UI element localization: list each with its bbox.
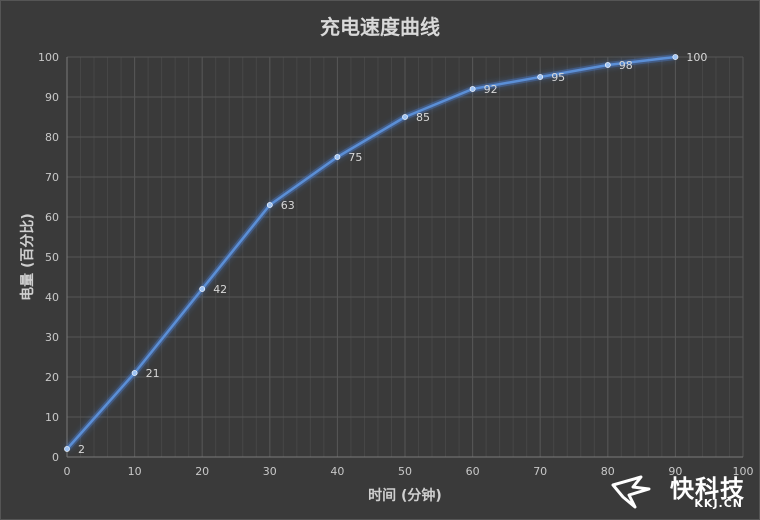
axes: 0 10 20 30 40 50 60 70 80 90 100 0 10 20 30 40 50 60 70 80 9… xyxy=(38,51,754,478)
data-label: 95 xyxy=(551,71,565,84)
watermark-brand: 快科技 xyxy=(670,475,745,503)
bird-logo-icon xyxy=(611,475,651,509)
y-tick-label: 20 xyxy=(45,371,59,384)
watermark-logo: 快科技 KKJ.CN xyxy=(611,469,751,513)
y-tick-label: 0 xyxy=(52,451,59,464)
x-tick-label: 10 xyxy=(128,465,142,478)
data-point xyxy=(604,62,611,68)
y-tick-label: 50 xyxy=(45,251,59,264)
data-label: 75 xyxy=(348,151,362,164)
data-label: 85 xyxy=(416,111,430,124)
x-tick-label: 70 xyxy=(533,465,547,478)
data-label: 42 xyxy=(213,283,227,296)
data-point xyxy=(537,74,544,80)
y-tick-label: 100 xyxy=(38,51,59,64)
data-point xyxy=(266,202,273,208)
x-tick-label: 90 xyxy=(668,465,682,478)
x-tick-label: 80 xyxy=(601,465,615,478)
series-line xyxy=(66,55,676,450)
y-tick-label: 70 xyxy=(45,171,59,184)
y-tick-label: 80 xyxy=(45,131,59,144)
chart-title: 充电速度曲线 xyxy=(320,15,440,39)
data-point xyxy=(672,54,679,60)
x-tick-label: 40 xyxy=(330,465,344,478)
x-tick-label: 100 xyxy=(733,465,754,478)
data-label: 100 xyxy=(686,51,707,64)
data-points xyxy=(64,54,679,452)
data-point xyxy=(402,114,408,120)
data-point xyxy=(131,370,138,376)
x-tick-label: 0 xyxy=(64,465,71,478)
data-label: 21 xyxy=(146,367,160,380)
data-point xyxy=(199,286,206,292)
data-point xyxy=(469,86,476,92)
series-line-glow xyxy=(64,54,676,451)
data-labels: 2 21 42 63 75 85 92 95 98 100 xyxy=(78,51,707,456)
watermark-domain: KKJ.CN xyxy=(694,497,743,510)
y-tick-label: 40 xyxy=(45,291,59,304)
series-line-group xyxy=(64,54,676,451)
data-label: 92 xyxy=(484,83,498,96)
y-tick-label: 60 xyxy=(45,211,59,224)
y-tick-label: 90 xyxy=(45,91,59,104)
y-tick-label: 10 xyxy=(45,411,59,424)
x-tick-label: 60 xyxy=(466,465,480,478)
x-axis-label: 时间 (分钟) xyxy=(368,488,442,504)
data-point xyxy=(334,154,341,160)
data-label: 63 xyxy=(281,199,295,212)
data-label: 2 xyxy=(78,443,85,456)
x-tick-label: 50 xyxy=(398,465,412,478)
data-label: 98 xyxy=(619,59,633,72)
y-tick-label: 30 xyxy=(45,331,59,344)
x-tick-label: 30 xyxy=(263,465,277,478)
data-point xyxy=(64,446,70,452)
x-tick-label: 20 xyxy=(195,465,209,478)
